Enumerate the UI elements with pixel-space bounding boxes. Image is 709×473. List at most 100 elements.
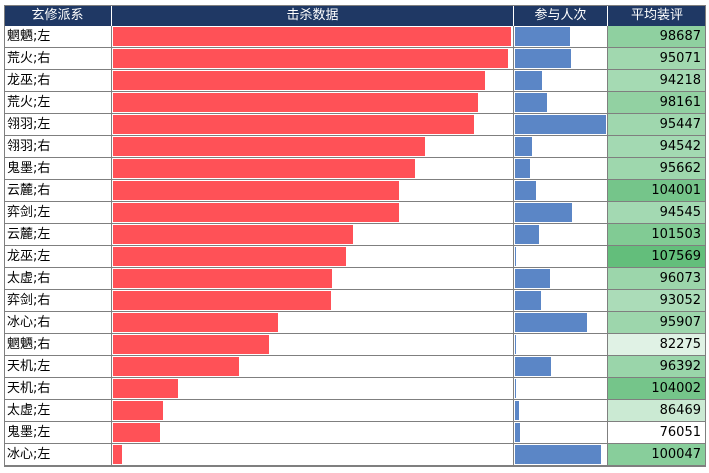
avg-score: 94218 xyxy=(608,70,706,91)
header-kills: 击杀数据 xyxy=(112,5,514,26)
header-participation: 参与人次 xyxy=(514,5,608,26)
kills-bar xyxy=(113,181,399,200)
kills-cell xyxy=(112,312,514,333)
participation-bar xyxy=(515,159,530,178)
faction-name: 鬼墨;左 xyxy=(4,422,112,443)
kills-cell xyxy=(112,444,514,465)
participation-bar xyxy=(515,71,542,90)
participation-bar xyxy=(515,379,516,398)
avg-score: 76051 xyxy=(608,422,706,443)
kills-cell xyxy=(112,92,514,113)
faction-name: 太虚;右 xyxy=(4,268,112,289)
avg-score: 96392 xyxy=(608,356,706,377)
table-row: 云麓;右 104001 xyxy=(4,180,706,202)
avg-score: 96073 xyxy=(608,268,706,289)
table-row: 鬼墨;左 76051 xyxy=(4,422,706,444)
participation-cell xyxy=(514,70,608,91)
avg-score: 82275 xyxy=(608,334,706,355)
participation-bar xyxy=(515,445,601,464)
participation-bar xyxy=(515,137,532,156)
kills-bar xyxy=(113,93,478,112)
participation-cell xyxy=(514,202,608,223)
header-score: 平均装评 xyxy=(608,5,706,26)
kills-bar xyxy=(113,159,415,178)
faction-name: 太虚;左 xyxy=(4,400,112,421)
participation-cell xyxy=(514,356,608,377)
faction-name: 荒火;左 xyxy=(4,92,112,113)
kills-bar xyxy=(113,401,163,420)
participation-bar xyxy=(515,225,539,244)
kills-bar xyxy=(113,27,511,46)
table-row: 翎羽;右 94542 xyxy=(4,136,706,158)
participation-cell xyxy=(514,400,608,421)
faction-name: 弈剑;右 xyxy=(4,290,112,311)
kills-bar xyxy=(113,423,160,442)
participation-bar xyxy=(515,115,606,134)
stats-table: 玄修派系 击杀数据 参与人次 平均装评 魍魉;左 98687 荒火;右 95071 龙巫… xyxy=(4,5,706,467)
table-row: 冰心;左 100047 xyxy=(4,444,706,466)
avg-score: 86469 xyxy=(608,400,706,421)
participation-bar xyxy=(515,93,547,112)
participation-cell xyxy=(514,246,608,267)
avg-score: 104001 xyxy=(608,180,706,201)
faction-name: 天机;左 xyxy=(4,356,112,377)
kills-bar xyxy=(113,137,425,156)
kills-cell xyxy=(112,268,514,289)
avg-score: 94545 xyxy=(608,202,706,223)
kills-bar xyxy=(113,115,474,134)
kills-bar xyxy=(113,357,239,376)
participation-cell xyxy=(514,180,608,201)
participation-bar xyxy=(515,49,571,68)
table-row: 魍魉;左 98687 xyxy=(4,26,706,48)
participation-cell xyxy=(514,114,608,135)
participation-bar xyxy=(515,401,519,420)
kills-bar xyxy=(113,313,278,332)
table-row: 鬼墨;右 95662 xyxy=(4,158,706,180)
faction-name: 天机;右 xyxy=(4,378,112,399)
participation-bar xyxy=(515,291,541,310)
kills-bar xyxy=(113,71,485,90)
kills-cell xyxy=(112,48,514,69)
participation-cell xyxy=(514,158,608,179)
table-row: 龙巫;右 94218 xyxy=(4,70,706,92)
kills-cell xyxy=(112,290,514,311)
kills-cell xyxy=(112,26,514,47)
table-row: 太虚;左 86469 xyxy=(4,400,706,422)
table-row: 冰心;右 95907 xyxy=(4,312,706,334)
faction-name: 弈剑;左 xyxy=(4,202,112,223)
kills-cell xyxy=(112,202,514,223)
participation-bar xyxy=(515,357,551,376)
kills-cell xyxy=(112,400,514,421)
participation-bar xyxy=(515,27,570,46)
participation-cell xyxy=(514,48,608,69)
kills-cell xyxy=(112,70,514,91)
participation-cell xyxy=(514,334,608,355)
kills-cell xyxy=(112,158,514,179)
participation-cell xyxy=(514,444,608,465)
kills-cell xyxy=(112,378,514,399)
table-row: 太虚;右 96073 xyxy=(4,268,706,290)
participation-cell xyxy=(514,378,608,399)
avg-score: 98161 xyxy=(608,92,706,113)
kills-cell xyxy=(112,180,514,201)
avg-score: 104002 xyxy=(608,378,706,399)
kills-cell xyxy=(112,246,514,267)
kills-bar xyxy=(113,203,399,222)
kills-bar xyxy=(113,225,353,244)
avg-score: 94542 xyxy=(608,136,706,157)
avg-score: 95447 xyxy=(608,114,706,135)
participation-cell xyxy=(514,224,608,245)
participation-bar xyxy=(515,203,572,222)
avg-score: 101503 xyxy=(608,224,706,245)
table-row: 荒火;右 95071 xyxy=(4,48,706,70)
table-row: 天机;左 96392 xyxy=(4,356,706,378)
participation-bar xyxy=(515,269,550,288)
kills-cell xyxy=(112,356,514,377)
kills-cell xyxy=(112,334,514,355)
kills-cell xyxy=(112,136,514,157)
avg-score: 95907 xyxy=(608,312,706,333)
table-row: 荒火;左 98161 xyxy=(4,92,706,114)
kills-cell xyxy=(112,224,514,245)
faction-name: 冰心;右 xyxy=(4,312,112,333)
table-row: 龙巫;左 107569 xyxy=(4,246,706,268)
